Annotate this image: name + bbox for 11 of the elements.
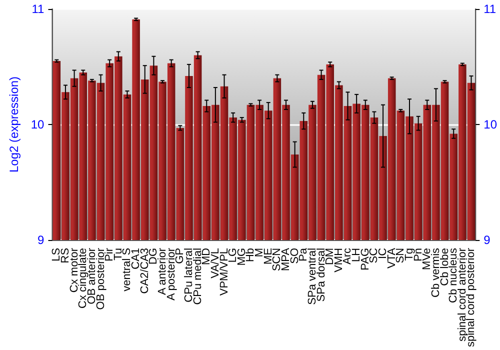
x-tick-label: spinal cord posterior — [465, 248, 478, 348]
y-tick-label: 10 — [30, 117, 45, 132]
x-tick-label: A posterior — [165, 248, 178, 301]
y2-tick-label: 9 — [484, 232, 491, 247]
y-axis-title: Log2 (expression) — [7, 76, 21, 173]
x-tick-label: Tg — [403, 248, 416, 261]
x-tick-label: RS — [59, 248, 72, 264]
y2-tick-label: 11 — [484, 2, 496, 16]
y-tick-label: 11 — [32, 2, 45, 16]
y2-tick-label: 10 — [484, 117, 498, 132]
y-tick-label: 9 — [38, 232, 45, 247]
